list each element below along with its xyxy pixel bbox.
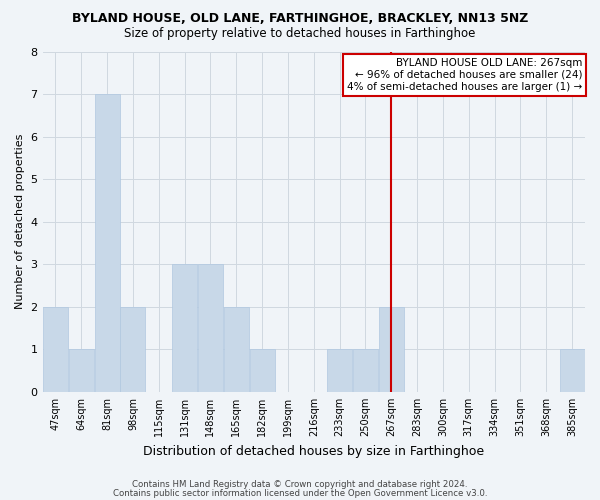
Text: Contains HM Land Registry data © Crown copyright and database right 2024.: Contains HM Land Registry data © Crown c… xyxy=(132,480,468,489)
Bar xyxy=(43,307,68,392)
Bar xyxy=(224,307,249,392)
Bar xyxy=(327,350,352,392)
Bar xyxy=(121,307,145,392)
Text: BYLAND HOUSE, OLD LANE, FARTHINGHOE, BRACKLEY, NN13 5NZ: BYLAND HOUSE, OLD LANE, FARTHINGHOE, BRA… xyxy=(72,12,528,26)
Bar xyxy=(379,307,404,392)
Bar xyxy=(198,264,223,392)
Bar xyxy=(250,350,275,392)
Bar xyxy=(95,94,119,392)
Y-axis label: Number of detached properties: Number of detached properties xyxy=(15,134,25,310)
Bar xyxy=(172,264,197,392)
Text: BYLAND HOUSE OLD LANE: 267sqm
← 96% of detached houses are smaller (24)
4% of se: BYLAND HOUSE OLD LANE: 267sqm ← 96% of d… xyxy=(347,58,582,92)
Text: Size of property relative to detached houses in Farthinghoe: Size of property relative to detached ho… xyxy=(124,28,476,40)
Bar xyxy=(69,350,94,392)
Text: Contains public sector information licensed under the Open Government Licence v3: Contains public sector information licen… xyxy=(113,489,487,498)
Bar xyxy=(560,350,584,392)
X-axis label: Distribution of detached houses by size in Farthinghoe: Distribution of detached houses by size … xyxy=(143,444,484,458)
Bar xyxy=(353,350,378,392)
